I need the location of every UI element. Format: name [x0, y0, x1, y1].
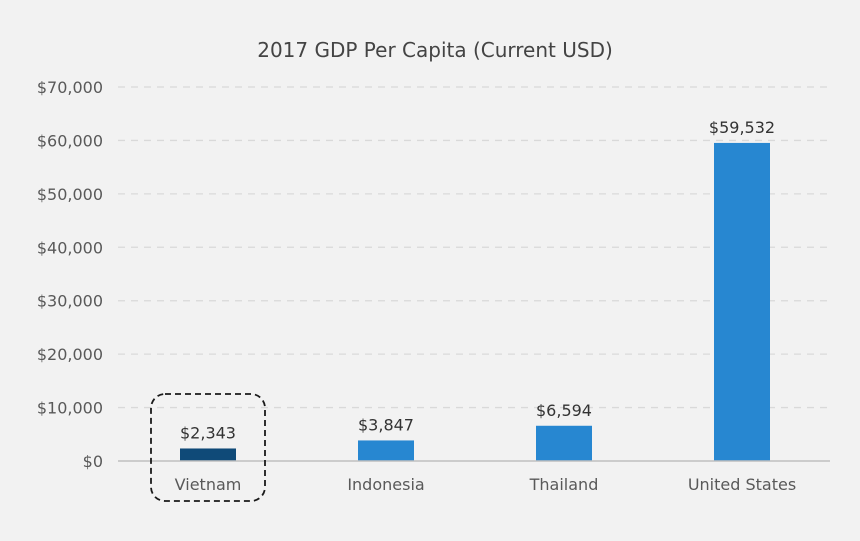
y-tick-label: $70,000: [37, 78, 103, 97]
data-label: $3,847: [358, 415, 414, 434]
bars: [180, 142, 770, 462]
bar: [714, 142, 770, 462]
y-tick-label: $0: [83, 452, 103, 471]
x-tick-label: Vietnam: [175, 475, 242, 494]
y-tick-label: $10,000: [37, 399, 103, 418]
x-tick-label: United States: [688, 475, 796, 494]
data-label: $6,594: [536, 401, 592, 420]
y-tick-label: $30,000: [37, 292, 103, 311]
y-tick-label: $40,000: [37, 238, 103, 257]
y-tick-label: $20,000: [37, 345, 103, 364]
data-label: $2,343: [180, 423, 236, 442]
data-labels: $2,343 $3,847 $6,594 $59,532: [180, 118, 775, 443]
bar: [536, 425, 592, 461]
highlight-box: [150, 393, 266, 502]
data-label: $59,532: [709, 118, 775, 137]
y-axis-ticks: $0 $10,000 $20,000 $30,000 $40,000 $50,000 $60…: [37, 78, 103, 471]
y-tick-label: $60,000: [37, 131, 103, 150]
chart-title: 2017 GDP Per Capita (Current USD): [257, 38, 613, 62]
bar: [180, 448, 236, 461]
gridlines: [118, 86, 830, 409]
x-tick-label: Indonesia: [347, 475, 424, 494]
x-tick-label: Thailand: [529, 475, 599, 494]
y-tick-label: $50,000: [37, 185, 103, 204]
bar: [358, 440, 414, 461]
x-axis-ticks: Vietnam Indonesia Thailand United States: [175, 475, 797, 494]
